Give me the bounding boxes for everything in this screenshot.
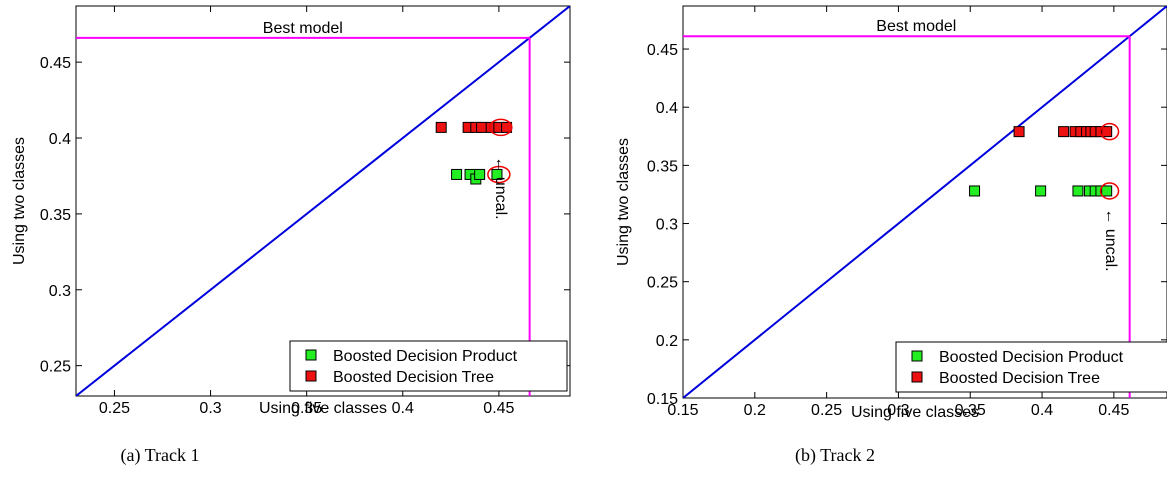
legend-swatch [305,349,317,361]
x-tick-label: 0.25 [99,400,130,417]
best-model-label: Best model [876,18,956,35]
plot-frame [682,5,1167,399]
diagonal-line [76,6,570,396]
y-tick-label: 0.35 [647,158,678,175]
x-tick-label: 0.35 [291,400,322,417]
y-tick-label: 0.4 [656,100,678,117]
legend-swatch [911,350,923,362]
legend-box [895,341,1167,393]
chart-track-2: 0.15 0.2 0.25 0.3 0.35 0.4 0.45 0.15 0.2 0.25 0.3 0… [615,5,1167,466]
legend-swatch [305,370,317,382]
uncalibrated-circle [487,165,511,184]
data-point-product [1035,185,1047,197]
legend-label: Boosted Decision Tree [939,370,1100,387]
best-model-label: Best model [263,20,343,37]
data-point-product [1072,185,1084,197]
plot-frame [75,5,571,397]
legend-label: Boosted Decision Product [333,348,518,365]
legend-swatch [911,371,923,383]
x-axis-label: Using five classes [851,404,979,421]
figure-caption: (a) Track 1 [121,445,200,466]
x-tick-label: 0.3 [199,400,221,417]
x-tick-label: 0.2 [744,402,766,419]
y-tick-label: 0.45 [647,42,678,59]
data-point-tree [476,121,488,133]
legend-box [289,340,568,392]
y-tick-label: 0.25 [647,275,678,292]
x-tick-label: 0.4 [392,400,414,417]
y-tick-label: 0.3 [656,217,678,234]
data-point-tree [1101,126,1113,138]
legend: Boosted Decision Product Boosted Decision… [895,341,1167,393]
data-point-product [969,185,981,197]
data-point-product [474,168,486,180]
uncalibrated-circle [489,118,513,137]
x-tick-label: 0.35 [955,402,986,419]
uncal-annotation: ← uncal. [1102,208,1119,271]
x-tick-label: 0.25 [811,402,842,419]
data-point-tree [1058,126,1070,138]
x-tick-label: 0.3 [887,402,909,419]
plot-area [683,6,1167,398]
figure-caption: (b) Track 2 [795,445,875,466]
x-tick-label: 0.45 [483,400,514,417]
x-tick-label: 0.15 [667,402,698,419]
y-axis-label: Using two classes [615,138,632,266]
y-tick-label: 0.4 [49,131,71,148]
chart-track-1: 0.25 0.3 0.35 0.4 0.45 0.25 0.3 0.35 0.4 0.45 Usin… [11,5,571,466]
data-point-product [491,168,503,180]
y-tick-label: 0.35 [40,207,71,224]
diagonal-line [683,6,1167,398]
legend-label: Boosted Decision Tree [333,369,494,386]
y-axis-label: Using two classes [11,137,28,265]
data-point-tree [1013,126,1025,138]
data-point-product [451,168,463,180]
data-point-product [1101,185,1113,197]
y-tick-label: 0.3 [49,283,71,300]
x-tick-label: 0.45 [1098,402,1129,419]
legend-label: Boosted Decision Product [939,349,1124,366]
x-tick-label: 0.4 [1031,402,1053,419]
y-tick-label: 0.25 [40,359,71,376]
uncalibrated-circle [1099,122,1120,141]
plot-area [76,6,570,396]
x-axis-label: Using five classes [259,400,387,417]
legend: Boosted Decision Product Boosted Decision… [289,340,568,392]
data-point-tree [435,121,447,133]
uncalibrated-circle [1099,182,1120,200]
y-tick-label: 0.45 [40,55,71,72]
y-tick-label: 0.2 [656,333,678,350]
uncal-annotation: ← uncal. [492,156,509,219]
y-tick-label: 0.15 [647,391,678,408]
